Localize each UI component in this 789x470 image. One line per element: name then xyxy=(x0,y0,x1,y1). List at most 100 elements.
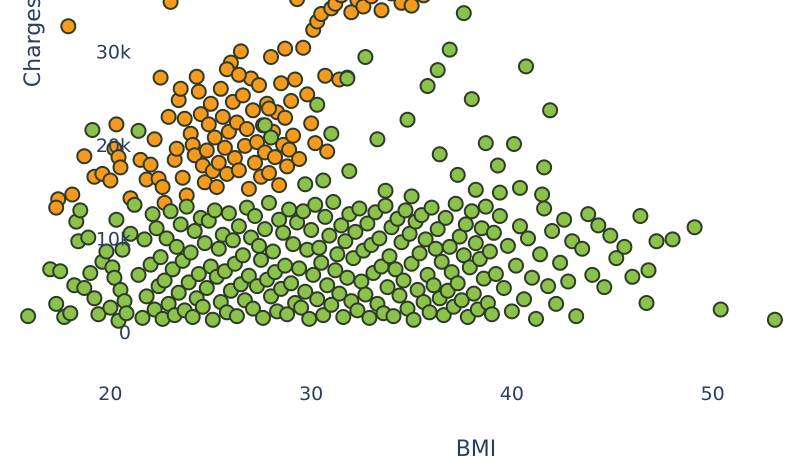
y-axis-title: Charges xyxy=(21,0,46,87)
data-point xyxy=(421,304,438,321)
y-tick-label: 0 xyxy=(119,322,131,344)
data-point xyxy=(277,257,294,274)
data-point xyxy=(386,0,397,2)
data-point xyxy=(305,266,322,283)
data-point xyxy=(520,230,536,247)
data-point xyxy=(214,108,231,125)
data-point xyxy=(257,221,273,238)
data-point xyxy=(429,62,446,79)
data-point xyxy=(419,78,436,94)
data-point xyxy=(686,219,703,236)
data-point xyxy=(277,40,294,57)
data-point xyxy=(234,247,251,264)
data-point xyxy=(477,135,494,152)
data-point xyxy=(580,206,597,223)
data-point xyxy=(608,250,625,267)
data-point xyxy=(441,41,458,58)
data-point xyxy=(186,223,203,239)
data-point xyxy=(198,280,215,296)
data-point xyxy=(495,280,512,296)
data-point xyxy=(451,228,468,245)
data-point xyxy=(403,0,420,14)
data-point xyxy=(602,227,619,244)
data-point xyxy=(60,18,77,35)
data-point xyxy=(281,201,298,218)
data-point xyxy=(397,202,414,219)
data-point xyxy=(80,229,97,246)
data-point xyxy=(315,172,332,189)
y-tick-label: 30k xyxy=(96,41,131,63)
data-point xyxy=(506,136,522,152)
data-point xyxy=(323,296,340,313)
data-point xyxy=(349,302,366,319)
data-point xyxy=(508,257,524,274)
data-point xyxy=(347,223,364,240)
data-point xyxy=(126,196,143,213)
data-point xyxy=(433,253,450,270)
data-point xyxy=(277,109,294,126)
data-point xyxy=(176,110,193,127)
data-point xyxy=(289,0,306,8)
data-point xyxy=(524,269,540,286)
data-point xyxy=(405,311,422,328)
data-point xyxy=(261,100,277,117)
data-point xyxy=(172,216,189,233)
x-tick-label: 20 xyxy=(98,383,122,405)
data-point xyxy=(192,106,209,123)
data-point xyxy=(319,143,336,160)
data-point xyxy=(301,310,318,327)
data-point xyxy=(102,172,119,189)
data-point xyxy=(178,198,195,215)
data-point xyxy=(411,245,428,262)
data-point xyxy=(417,231,434,248)
data-point xyxy=(210,240,227,257)
data-point xyxy=(518,58,534,75)
data-point xyxy=(624,268,641,285)
data-point xyxy=(317,67,334,84)
data-point xyxy=(339,269,356,286)
data-point xyxy=(584,266,601,283)
data-point xyxy=(512,218,528,235)
data-point xyxy=(206,202,223,219)
data-point xyxy=(251,77,267,94)
data-point xyxy=(245,102,261,119)
data-point xyxy=(230,218,247,235)
data-point xyxy=(536,159,553,176)
x-tick-label: 30 xyxy=(299,383,323,405)
data-point xyxy=(317,208,334,225)
data-point xyxy=(337,233,354,250)
data-point xyxy=(333,217,350,234)
x-tick-label: 50 xyxy=(701,383,725,405)
data-point xyxy=(568,308,585,325)
data-point xyxy=(106,269,123,286)
data-point xyxy=(371,230,388,247)
data-point xyxy=(447,195,464,212)
data-point xyxy=(503,303,520,320)
y-tick-label: 10k xyxy=(96,228,131,250)
data-point xyxy=(516,291,532,308)
data-point xyxy=(463,203,480,220)
data-point xyxy=(381,248,398,265)
data-point xyxy=(112,159,129,176)
data-point xyxy=(355,0,372,15)
data-point xyxy=(334,0,348,4)
data-point xyxy=(534,186,551,203)
data-point xyxy=(90,306,107,323)
data-point xyxy=(461,259,478,276)
data-point xyxy=(303,115,320,132)
data-point xyxy=(267,149,283,166)
data-point xyxy=(216,139,233,156)
data-point xyxy=(136,231,153,248)
data-point xyxy=(170,284,187,301)
y-tick-label: 20k xyxy=(96,135,131,157)
data-point xyxy=(335,309,352,325)
data-point xyxy=(148,220,165,237)
data-point xyxy=(206,129,223,146)
data-point xyxy=(457,216,474,233)
data-point xyxy=(309,291,326,308)
data-point xyxy=(247,208,263,224)
data-point xyxy=(395,272,412,289)
data-point xyxy=(325,194,342,210)
data-point xyxy=(168,238,185,255)
data-point xyxy=(377,197,394,214)
